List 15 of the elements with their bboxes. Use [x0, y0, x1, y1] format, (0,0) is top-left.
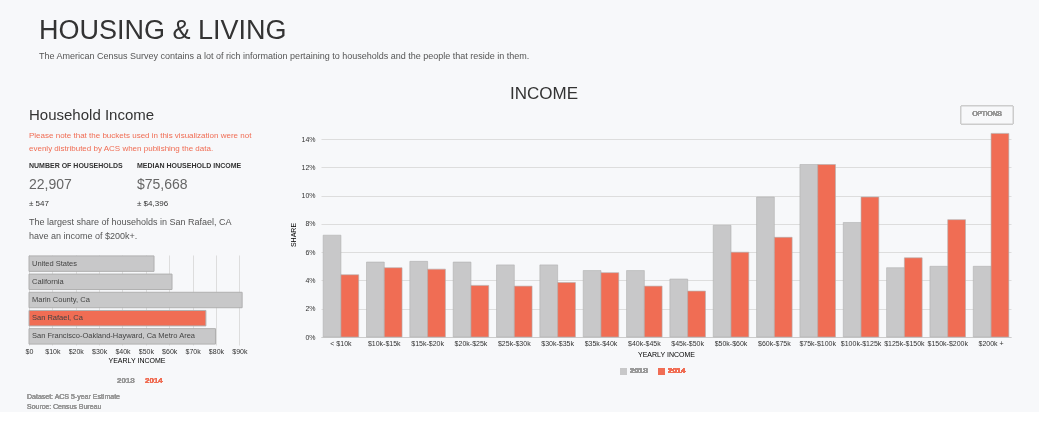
text: 2014	[145, 376, 164, 385]
chart-title: INCOME	[510, 84, 578, 103]
text: $75,668	[137, 176, 188, 192]
text: The American Census Survey contains a lot of rich information pertaining to households and the people that reside in them.	[39, 51, 530, 61]
text: 22,907	[29, 176, 73, 192]
text: 2013	[117, 376, 136, 385]
legend-label: 2014	[668, 366, 687, 375]
text: ± $4,396	[137, 199, 169, 208]
bar	[28, 291, 243, 309]
text: The largest share of households in San Rafael, CA have an income of $200k+.	[29, 217, 232, 241]
text: HOUSING & LIVING	[39, 15, 287, 45]
legend-label: 2013	[630, 366, 649, 375]
text: Household Income	[29, 106, 155, 123]
text: ± 547	[29, 199, 50, 208]
text: Please note that the buckets used in this visualization were not evenly distributed by ACS when publishing the data.	[29, 131, 253, 153]
